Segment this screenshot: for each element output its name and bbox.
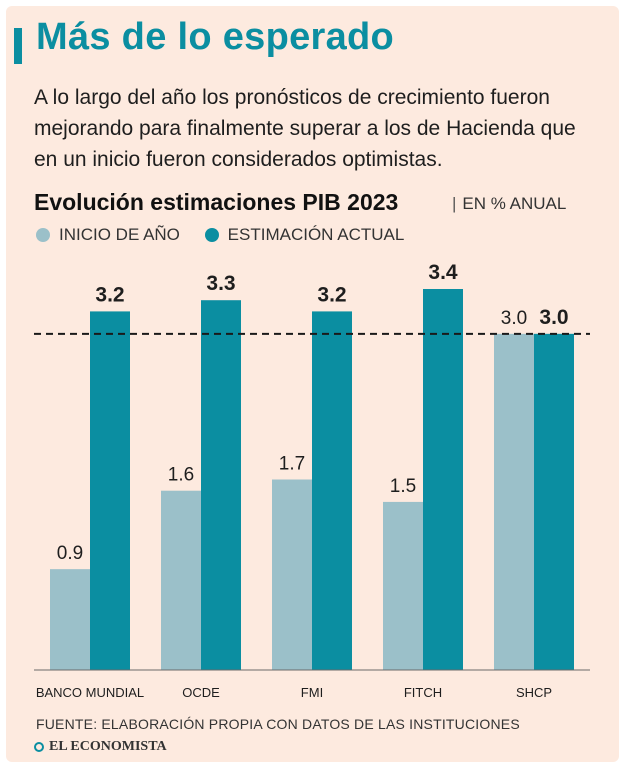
chart-legend: INICIO DE AÑO ESTIMACIÓN ACTUAL	[36, 225, 424, 247]
legend-item-start: INICIO DE AÑO	[36, 225, 180, 245]
data-label-start-3: 1.5	[390, 476, 416, 497]
data-label-start-2: 1.7	[279, 454, 305, 475]
x-tick-label-4: SHCP	[516, 685, 552, 700]
bar-start-2	[272, 479, 312, 670]
data-label-current-1: 3.3	[206, 272, 235, 295]
legend-label-current: ESTIMACIÓN ACTUAL	[227, 225, 405, 244]
legend-dot-current	[204, 228, 219, 242]
data-label-current-2: 3.2	[317, 283, 346, 306]
bar-current-0	[90, 311, 130, 670]
bar-start-3	[383, 501, 423, 670]
bar-current-4	[534, 333, 574, 670]
source-note: FUENTE: ELABORACIÓN PROPIA CON DATOS DE …	[36, 716, 520, 732]
data-label-current-3: 3.4	[428, 261, 458, 284]
title-accent-bar	[14, 28, 22, 64]
data-label-start-0: 0.9	[57, 543, 83, 564]
bar-current-2	[312, 311, 352, 670]
brand-logo: EL ECONOMISTA	[34, 739, 167, 755]
brand-circle-icon	[34, 742, 44, 752]
bar-start-1	[161, 490, 201, 670]
page-subtitle: A lo largo del año los pronósticos de cr…	[34, 86, 576, 171]
bar-current-3	[423, 289, 463, 670]
bar-start-4	[494, 333, 534, 670]
data-label-current-4: 3.0	[539, 306, 568, 329]
x-tick-label-2: FMI	[301, 685, 323, 700]
bar-start-0	[50, 569, 90, 670]
legend-item-current: ESTIMACIÓN ACTUAL	[204, 225, 405, 245]
page-title: Más de lo esperado	[36, 16, 395, 58]
bar-current-1	[201, 300, 241, 670]
bar-chart: 0.9 3.2 BANCO MUNDIAL 1.6 3.3 OCDE 1.7 3.2 FMI 1.…	[34, 261, 590, 700]
unit-separator: |	[452, 194, 457, 213]
legend-dot-start	[36, 228, 50, 242]
x-tick-label-0: BANCO MUNDIAL	[36, 685, 144, 700]
chart-title: Evolución estimaciones PIB 2023	[34, 189, 399, 215]
data-label-start-1: 1.6	[168, 465, 194, 486]
x-tick-label-1: OCDE	[182, 685, 220, 700]
data-label-start-4: 3.0	[501, 308, 527, 329]
data-label-current-0: 3.2	[95, 283, 124, 306]
chart-unit: | EN % ANUAL	[452, 194, 566, 214]
x-tick-label-3: FITCH	[404, 685, 442, 700]
brand-name: EL ECONOMISTA	[49, 739, 167, 754]
chart-unit-label: EN % ANUAL	[462, 194, 567, 213]
infographic-card: Más de lo esperado A lo largo del año lo…	[6, 6, 619, 762]
legend-label-start: INICIO DE AÑO	[59, 225, 180, 244]
